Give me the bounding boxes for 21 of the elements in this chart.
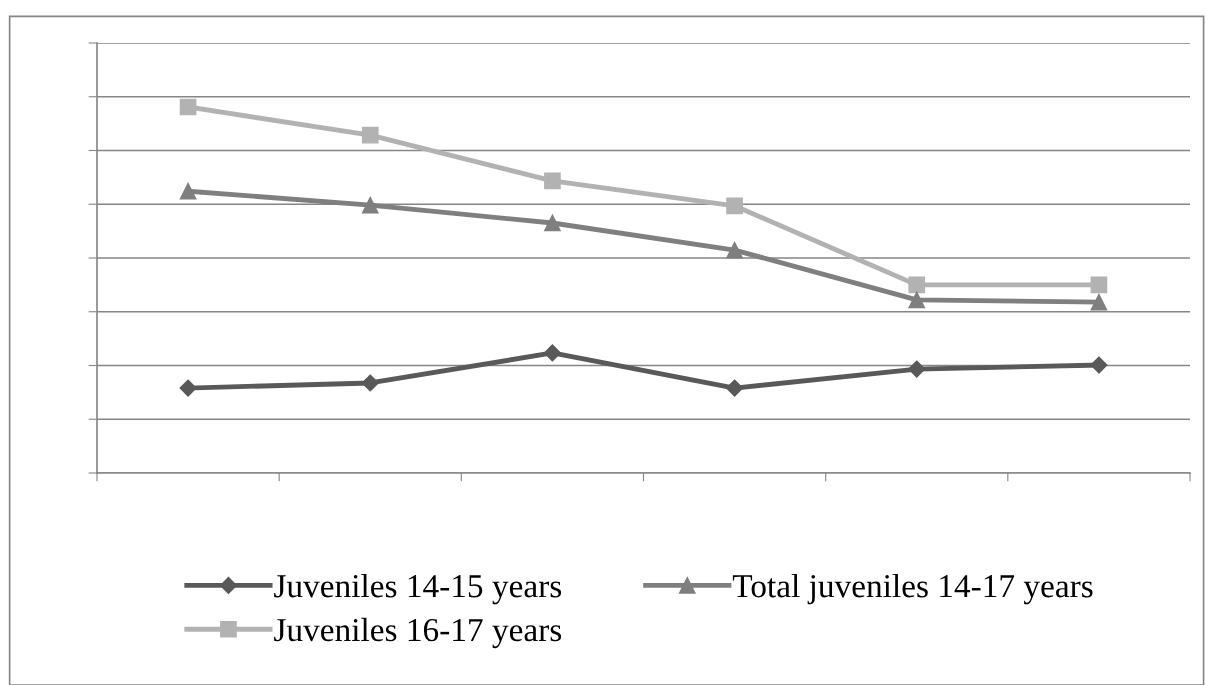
point: [1090, 293, 1108, 311]
point: [361, 196, 379, 214]
point: [544, 172, 561, 190]
point: [179, 182, 197, 200]
point: [908, 276, 926, 294]
legend-label: Juveniles 14-15 years: [274, 573, 562, 605]
point: [726, 241, 743, 259]
point: [908, 291, 926, 309]
point: [908, 360, 926, 378]
point: [726, 379, 744, 397]
point: [361, 126, 379, 144]
point: [179, 379, 197, 397]
point: [179, 98, 197, 116]
point: [544, 214, 561, 232]
point: [726, 197, 743, 215]
point: [361, 374, 379, 392]
point: [1090, 276, 1108, 294]
point: [1090, 356, 1108, 374]
point: [543, 344, 561, 362]
legend-label: Juveniles 16-17 years: [274, 617, 562, 649]
legend-label: Total juveniles 14-17 years: [732, 573, 1093, 605]
